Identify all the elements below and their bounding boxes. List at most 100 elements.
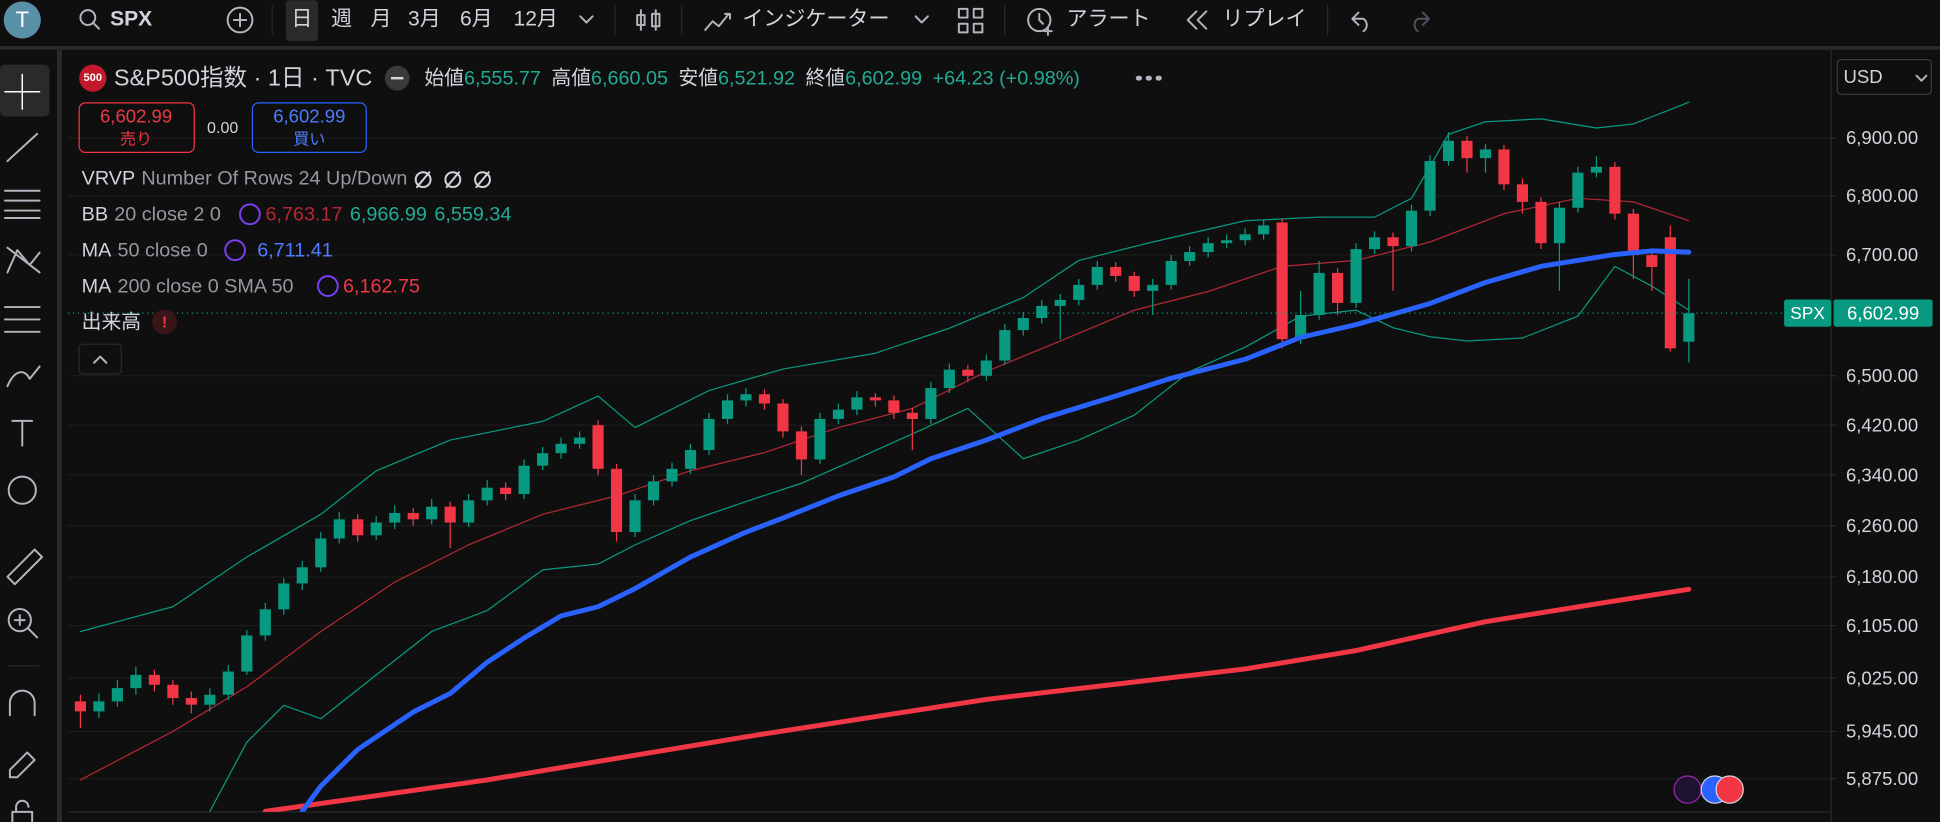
avatar[interactable]	[3, 1, 41, 39]
interval[interactable]: 日	[291, 8, 312, 31]
candle-body	[869, 397, 881, 401]
search-icon[interactable]	[79, 9, 97, 26]
brush-tool[interactable]	[6, 365, 41, 388]
zoom-tool-detail	[13, 614, 39, 639]
candle-body	[278, 583, 290, 610]
candle-body	[1350, 249, 1362, 303]
interval[interactable]: 3月	[408, 8, 441, 31]
candle-body	[1424, 161, 1436, 211]
ruler-tool[interactable]	[6, 548, 44, 586]
candle-body	[389, 513, 401, 523]
candle-body	[1590, 166, 1602, 173]
candle-body	[463, 500, 475, 523]
sell-button[interactable]	[78, 102, 195, 154]
candle-body	[444, 506, 456, 523]
candle-body	[222, 671, 234, 695]
y-tick-label: 6,800.00	[1846, 185, 1918, 206]
indicator-value: 6,162.75	[343, 276, 420, 298]
lock-tool[interactable]	[11, 799, 34, 822]
add-symbol-plus	[232, 12, 248, 28]
currency-select[interactable]	[1836, 59, 1932, 95]
redo[interactable]	[1413, 11, 1431, 33]
currency: USD	[1843, 66, 1882, 87]
interval[interactable]: 月	[371, 8, 392, 31]
candle-body	[315, 538, 327, 568]
trendline-tool[interactable]	[6, 132, 39, 163]
candle-body	[906, 412, 918, 419]
ohlc-label: 終値	[806, 68, 846, 90]
ohlc-label: 高値	[551, 68, 591, 90]
candle-body	[1258, 225, 1270, 235]
symbol[interactable]: SPX	[110, 8, 152, 31]
collapse-button[interactable]	[78, 343, 122, 375]
indicator-line	[299, 248, 1692, 812]
alert-icon[interactable]	[1027, 7, 1052, 33]
text-tool[interactable]	[11, 419, 34, 447]
candle-body	[481, 487, 493, 501]
ohlc-value: 6,521.92	[718, 68, 795, 90]
interval[interactable]: 週	[331, 8, 352, 31]
bb-refresh[interactable]	[239, 203, 261, 226]
ohlc-value: 6,602.99	[845, 68, 922, 90]
candle-body	[795, 431, 808, 460]
vrvp-icons[interactable]	[414, 171, 491, 189]
left-toolbar	[0, 49, 62, 822]
indicator-line	[262, 586, 1692, 812]
candle-body	[1516, 184, 1529, 202]
chart-type-icon[interactable]	[636, 9, 661, 31]
replay-icon[interactable]	[1186, 10, 1208, 30]
buy-price: 6,602.99	[273, 106, 345, 127]
projection-tool[interactable]	[3, 306, 41, 333]
add-symbol[interactable]	[226, 6, 254, 34]
event-flag[interactable]	[1715, 775, 1744, 804]
y-tick-label: 6,260.00	[1846, 515, 1918, 536]
volume-warning[interactable]	[152, 309, 177, 335]
indicator-dropdown[interactable]	[914, 15, 929, 24]
chart: 6,900.00 6,800.00 6,700.00 6,500.00 6,420.00…	[68, 49, 1933, 822]
candle-body	[666, 468, 678, 482]
tool-active-bg	[0, 64, 50, 117]
y-tick-label: 6,025.00	[1846, 667, 1918, 688]
candle-body	[1461, 140, 1473, 159]
event-icon[interactable]	[1673, 775, 1702, 804]
candle-body	[1147, 284, 1159, 291]
ohlc-value: 6,555.77	[464, 68, 541, 90]
interval[interactable]: 12月	[514, 8, 558, 31]
layout-icon[interactable]	[957, 7, 984, 34]
ma200-refresh[interactable]	[316, 275, 339, 297]
candle-body	[1091, 266, 1103, 285]
interval[interactable]: 6月	[460, 8, 493, 31]
ma50-refresh[interactable]	[224, 239, 246, 262]
candle-body	[370, 522, 382, 536]
replay-button[interactable]: リプレイ	[1222, 8, 1306, 31]
crosshair-tool[interactable]	[4, 73, 41, 110]
lock-draw-tool[interactable]	[8, 751, 36, 779]
buy-button[interactable]	[251, 102, 367, 154]
pattern-tool[interactable]	[6, 246, 41, 274]
candle-body	[1221, 240, 1233, 244]
zoom-tool[interactable]	[7, 607, 32, 633]
candle-body	[574, 437, 586, 444]
y-tick-label: 5,945.00	[1846, 721, 1918, 742]
magnet-tool[interactable]	[8, 689, 36, 717]
candle-body	[925, 388, 937, 419]
symbol-badge	[79, 64, 107, 92]
candle-body	[74, 701, 86, 712]
plot-area	[74, 101, 1695, 812]
candle-body	[1387, 237, 1399, 247]
indicator-value: 6,559.34	[434, 204, 511, 226]
fib-tool[interactable]	[3, 189, 41, 219]
indicator-icon[interactable]	[704, 12, 731, 31]
left-toolbar-bg	[0, 49, 57, 822]
emoji-tool[interactable]	[7, 475, 37, 505]
y-tick-label: 6,105.00	[1846, 615, 1918, 636]
interval-dropdown[interactable]	[579, 15, 594, 24]
candle-body	[518, 465, 530, 495]
indicators-button[interactable]: インジケーター	[742, 8, 889, 31]
undo[interactable]	[1351, 11, 1368, 33]
candle-body	[1054, 299, 1066, 306]
sell-label: 売り	[120, 130, 152, 148]
candle-body	[1202, 243, 1214, 253]
alert-button[interactable]: アラート	[1067, 8, 1151, 31]
collapse-icon	[93, 355, 108, 364]
